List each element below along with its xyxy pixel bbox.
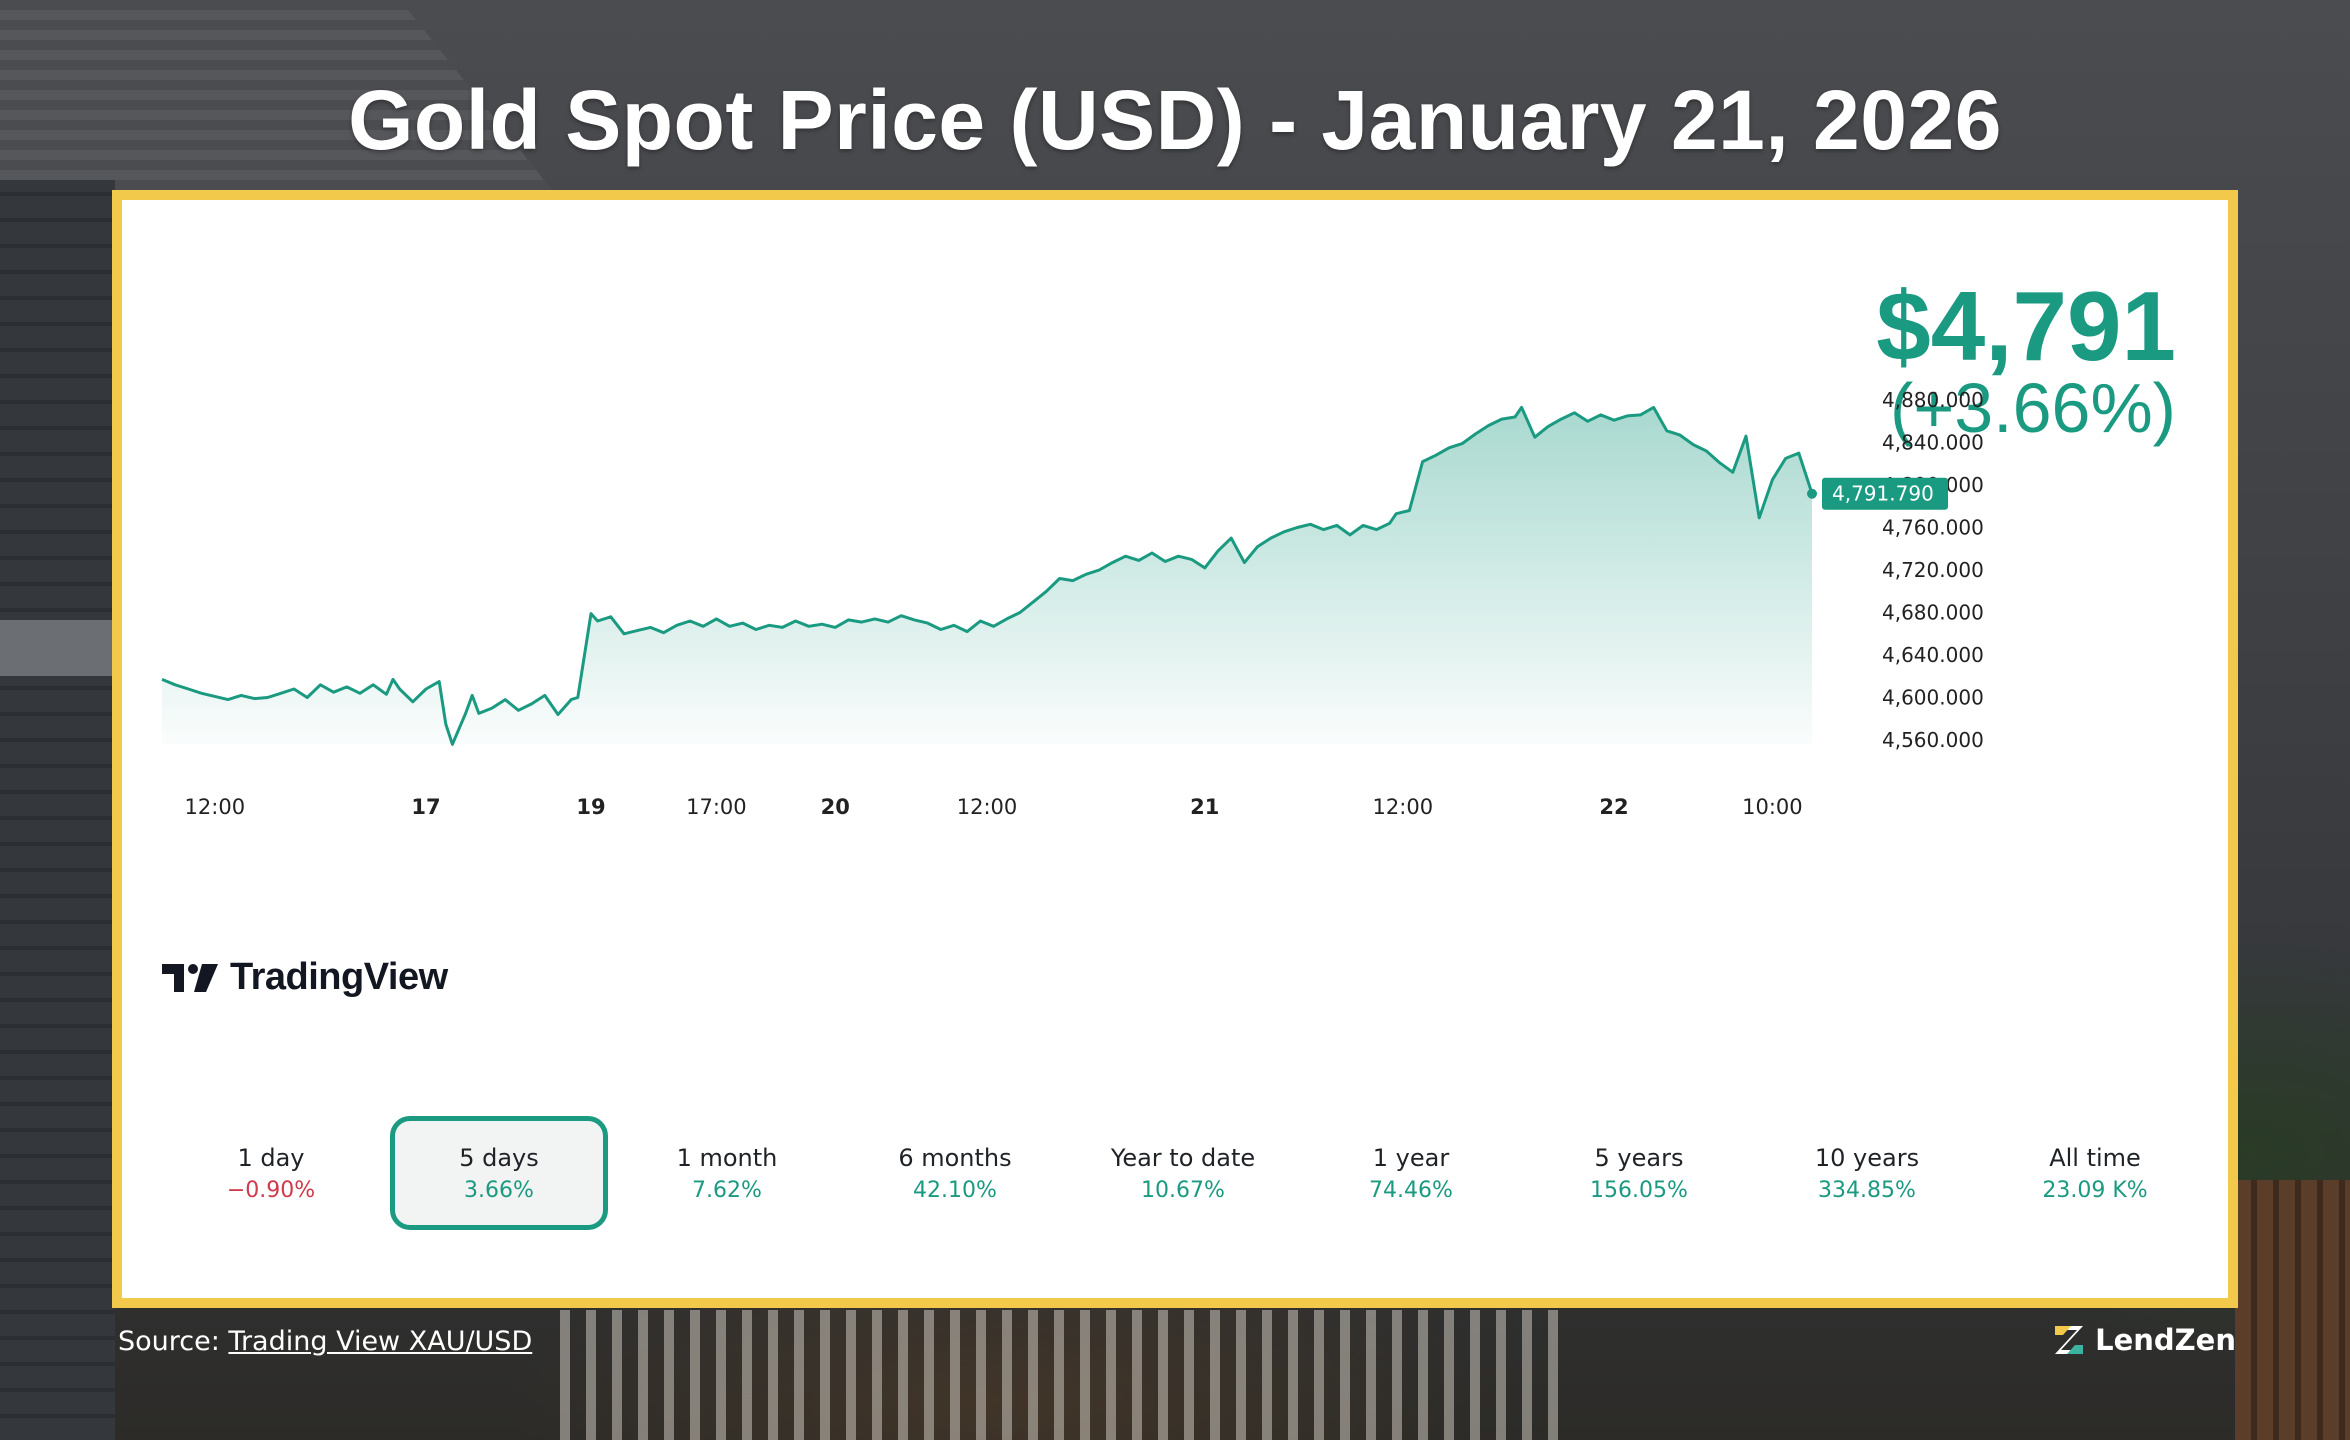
range-label: 5 days	[459, 1143, 539, 1172]
y-tick-label: 4,600.000	[1882, 686, 1984, 710]
source-prefix: Source:	[118, 1326, 229, 1357]
range-change: 334.85%	[1818, 1177, 1916, 1203]
range-all-time[interactable]: All time 23.09 K%	[1986, 1116, 2204, 1230]
tradingview-mark-icon	[162, 963, 218, 992]
range-1-day[interactable]: 1 day −0.90%	[162, 1116, 380, 1230]
background-fence	[560, 1310, 1560, 1440]
lendzen-z-icon	[2055, 1326, 2084, 1354]
last-price-label: 4,791.790	[1832, 482, 1934, 506]
price-area	[162, 407, 1812, 745]
range-change: −0.90%	[226, 1177, 316, 1203]
x-tick-label: 21	[1190, 795, 1219, 819]
range-change: 23.09 K%	[2042, 1177, 2148, 1203]
x-tick-label: 19	[576, 795, 605, 819]
brand-name: LendZen	[2095, 1323, 2236, 1357]
range-label: 6 months	[898, 1143, 1012, 1172]
x-tick-label: 10:00	[1742, 795, 1803, 819]
range-label: 5 years	[1594, 1143, 1684, 1172]
tradingview-logo: TradingView	[162, 956, 448, 999]
range-5-years[interactable]: 5 years 156.05%	[1530, 1116, 1748, 1230]
price-line	[161, 405, 1814, 746]
range-10-years[interactable]: 10 years 334.85%	[1758, 1116, 1976, 1230]
background-pergola	[2235, 1180, 2350, 1440]
range-change: 10.67%	[1141, 1177, 1225, 1203]
y-tick-label: 4,760.000	[1882, 516, 1984, 540]
range-1-month[interactable]: 1 month 7.62%	[618, 1116, 836, 1230]
background-house-trim	[0, 620, 115, 676]
chart-card: $4,791 (+3.66%) 4,880.0004,840.0004,800.…	[112, 190, 2238, 1308]
y-tick-label: 4,840.000	[1882, 431, 1984, 455]
source-note: Source: Trading View XAU/USD	[118, 1326, 532, 1357]
range-change: 3.66%	[464, 1177, 534, 1203]
last-price-badge: 4,791.790	[1822, 477, 1948, 510]
range-change: 42.10%	[913, 1177, 997, 1203]
range-change: 7.62%	[692, 1177, 762, 1203]
y-tick-label: 4,720.000	[1882, 558, 1984, 582]
range-label: 1 day	[237, 1143, 305, 1172]
range-6-months[interactable]: 6 months 42.10%	[846, 1116, 1064, 1230]
y-tick-label: 4,640.000	[1882, 643, 1984, 667]
x-tick-label: 17:00	[686, 795, 747, 819]
page-title: Gold Spot Price (USD) - January 21, 2026	[348, 73, 2002, 167]
source-link[interactable]: Trading View XAU/USD	[228, 1326, 533, 1357]
price-chart: 4,880.0004,840.0004,800.0004,760.0004,72…	[161, 388, 1984, 819]
x-tick-label: 22	[1599, 795, 1628, 819]
background-house-siding	[0, 180, 115, 1440]
brand-logo: LendZen	[2051, 1322, 2236, 1358]
range-year-to-date[interactable]: Year to date 10.67%	[1074, 1116, 1292, 1230]
range-label: All time	[2049, 1143, 2141, 1172]
x-tick-label: 12:00	[957, 795, 1018, 819]
range-1-year[interactable]: 1 year 74.46%	[1302, 1116, 1520, 1230]
range-label: 1 month	[676, 1143, 778, 1172]
price-change-percent: (+3.66%)	[1890, 369, 2176, 447]
last-price-point	[1807, 488, 1817, 499]
range-5-days[interactable]: 5 days 3.66%	[390, 1116, 608, 1230]
range-change: 74.46%	[1369, 1177, 1453, 1203]
range-label: 1 year	[1372, 1143, 1450, 1172]
y-tick-label: 4,560.000	[1882, 728, 1984, 752]
y-tick-label: 4,880.000	[1882, 388, 1984, 412]
current-price: $4,791	[1876, 271, 2176, 381]
time-range-selector: 1 day −0.90% 5 days 3.66% 1 month 7.62% 6 mont…	[162, 1116, 2208, 1234]
tradingview-wordmark: TradingView	[230, 956, 448, 998]
range-change: 156.05%	[1590, 1177, 1688, 1203]
x-tick-label: 17	[411, 795, 440, 819]
x-tick-label: 12:00	[185, 795, 246, 819]
y-tick-label: 4,680.000	[1882, 601, 1984, 625]
x-tick-label: 12:00	[1373, 795, 1434, 819]
range-label: 10 years	[1814, 1143, 1920, 1172]
range-label: Year to date	[1110, 1143, 1256, 1172]
x-tick-label: 20	[821, 795, 850, 819]
